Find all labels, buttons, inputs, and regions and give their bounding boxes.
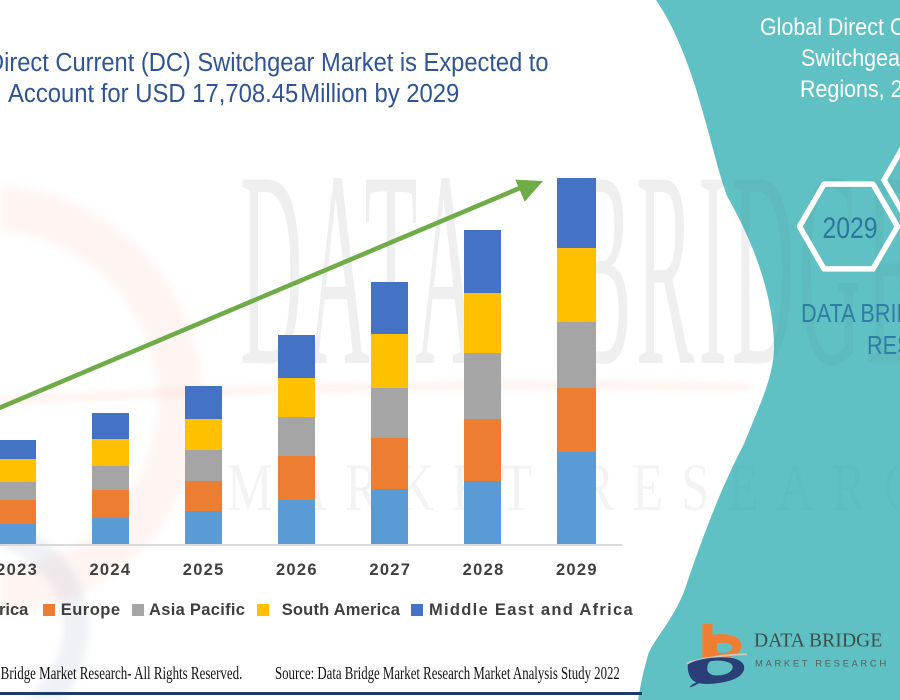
svg-text:DATA BRIDGE: DATA BRIDGE	[754, 631, 882, 652]
svg-text:MARKET RESEARCH: MARKET RESEARCH	[755, 658, 889, 669]
svg-text:2029: 2029	[823, 212, 878, 245]
